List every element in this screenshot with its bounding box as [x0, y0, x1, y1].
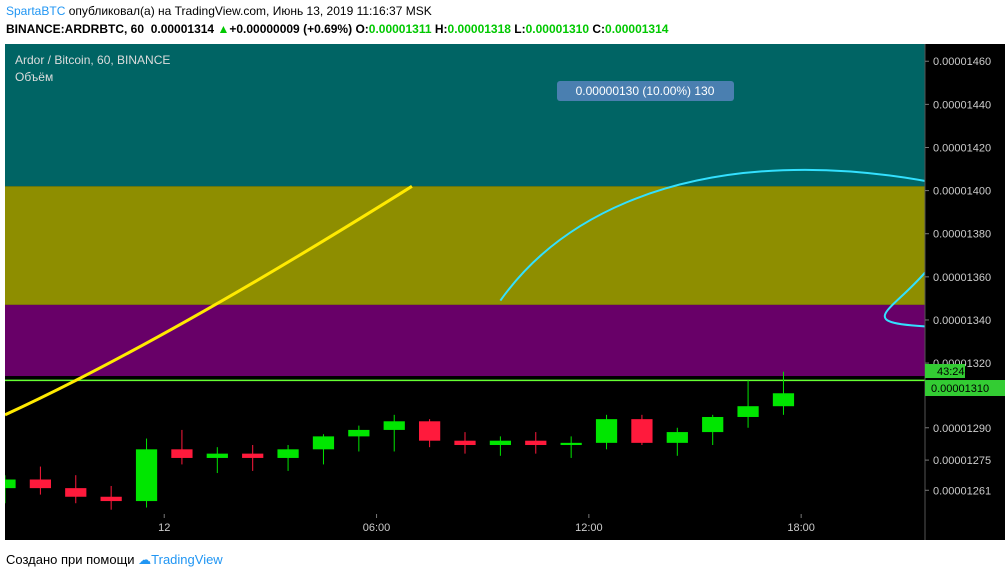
- candle-up: [135, 449, 158, 502]
- high-value: 0.00001318: [447, 22, 511, 36]
- volume-label: Объём: [15, 70, 53, 84]
- footer-text: Создано при помощи: [6, 552, 135, 567]
- price-label-bg: [925, 380, 1005, 396]
- forecast-arc-up: [499, 168, 1006, 302]
- x-tick-label: 12:00: [575, 522, 603, 534]
- y-tick-label: 0.00001290: [933, 423, 991, 435]
- candle-up: [737, 406, 759, 417]
- open-label: O:: [355, 22, 369, 36]
- chart-title: Ardor / Bitcoin, 60, BINANCE: [15, 53, 170, 67]
- y-tick-label: 0.00001261: [933, 485, 991, 497]
- y-tick-label: 0.00001440: [933, 99, 991, 111]
- published-text: опубликовал(а) на TradingView.com, Июнь …: [68, 4, 432, 18]
- candle-up: [666, 432, 688, 443]
- price-axis[interactable]: [925, 44, 1005, 540]
- zone-teal: [5, 44, 925, 187]
- y-tick-label: 0.00001420: [933, 142, 991, 154]
- candle-up: [206, 453, 228, 458]
- up-triangle-icon: ▲: [217, 22, 230, 36]
- axis-labels-layer: 0.00001460 0.00001440 0.00001420 0.00001400…: [158, 56, 991, 534]
- candle-up: [489, 440, 511, 446]
- low-label: L:: [514, 22, 526, 36]
- countdown-bg: [925, 364, 965, 378]
- symbol-line: BINANCE:ARDRBTC, 60: [6, 22, 145, 36]
- price-label: 0.00001310: [931, 383, 989, 395]
- close-label: C:: [592, 22, 606, 36]
- symbol-summary: BINANCE:ARDRBTC, 60 0.00001314 ▲+0.00000…: [6, 22, 668, 36]
- candle-up: [348, 429, 370, 437]
- candles-layer: [0, 371, 795, 510]
- countdown-label: 43:24: [937, 366, 965, 378]
- open-value: 0.00001311: [368, 22, 432, 36]
- candle-down: [65, 488, 87, 497]
- author-name[interactable]: SpartaBTC: [6, 4, 66, 18]
- candle-down: [171, 449, 193, 458]
- candle-up: [772, 393, 795, 407]
- candle-up: [277, 449, 299, 458]
- candle-down: [29, 479, 51, 489]
- zone-olive: [5, 186, 925, 305]
- time-axis[interactable]: [5, 514, 925, 540]
- zone-purple: [5, 304, 925, 377]
- candle-up: [383, 421, 405, 430]
- close-value: 0.00001314: [605, 22, 669, 36]
- chart-area[interactable]: Ardor / Bitcoin, 60, BINANCE Объём 0.000…: [0, 44, 1006, 540]
- x-tick-label: 18:00: [787, 522, 815, 534]
- tradingview-link[interactable]: TradingView: [151, 552, 223, 567]
- measure-label-bg: [557, 81, 734, 101]
- y-tick-label: 0.00001380: [933, 229, 991, 241]
- candle-down: [419, 421, 441, 441]
- candle-down: [631, 419, 653, 443]
- chart-svg[interactable]: Ardor / Bitcoin, 60, BINANCE Объём 0.000…: [0, 44, 1006, 540]
- candle-down: [454, 440, 476, 446]
- footer: Создано при помощи ☁TradingView: [6, 552, 223, 568]
- parabolic-curve: [4, 185, 413, 417]
- candle-up: [595, 419, 618, 443]
- candle-up: [560, 442, 582, 446]
- y-tick-label: 0.00001275: [933, 455, 991, 467]
- candle-down: [525, 440, 547, 446]
- publish-info: SpartaBTC опубликовал(а) на TradingView.…: [6, 4, 432, 18]
- candle-up: [312, 436, 335, 450]
- y-tick-label: 0.00001400: [933, 186, 991, 198]
- low-value: 0.00001310: [525, 22, 590, 36]
- x-tick-label: 06:00: [363, 522, 391, 534]
- last-price: 0.00001314: [150, 22, 215, 36]
- x-tick-label: 12: [158, 522, 170, 534]
- y-tick-label: 0.00001460: [933, 56, 991, 68]
- candle-up: [0, 479, 16, 489]
- forecast-line-upper: [883, 271, 1006, 331]
- price-change: +0.00000009 (+0.69%): [229, 22, 353, 36]
- y-tick-label: 0.00001360: [933, 272, 991, 284]
- y-tick-label: 0.00001340: [933, 315, 991, 327]
- tradingview-logo-icon: ☁: [138, 552, 152, 567]
- high-label: H:: [434, 22, 448, 36]
- zones-layer: [5, 44, 925, 382]
- candle-up: [702, 416, 724, 433]
- measure-label: 0.00000130 (10.00%) 130: [576, 84, 715, 98]
- candle-down: [242, 453, 264, 458]
- candle-down: [100, 496, 122, 502]
